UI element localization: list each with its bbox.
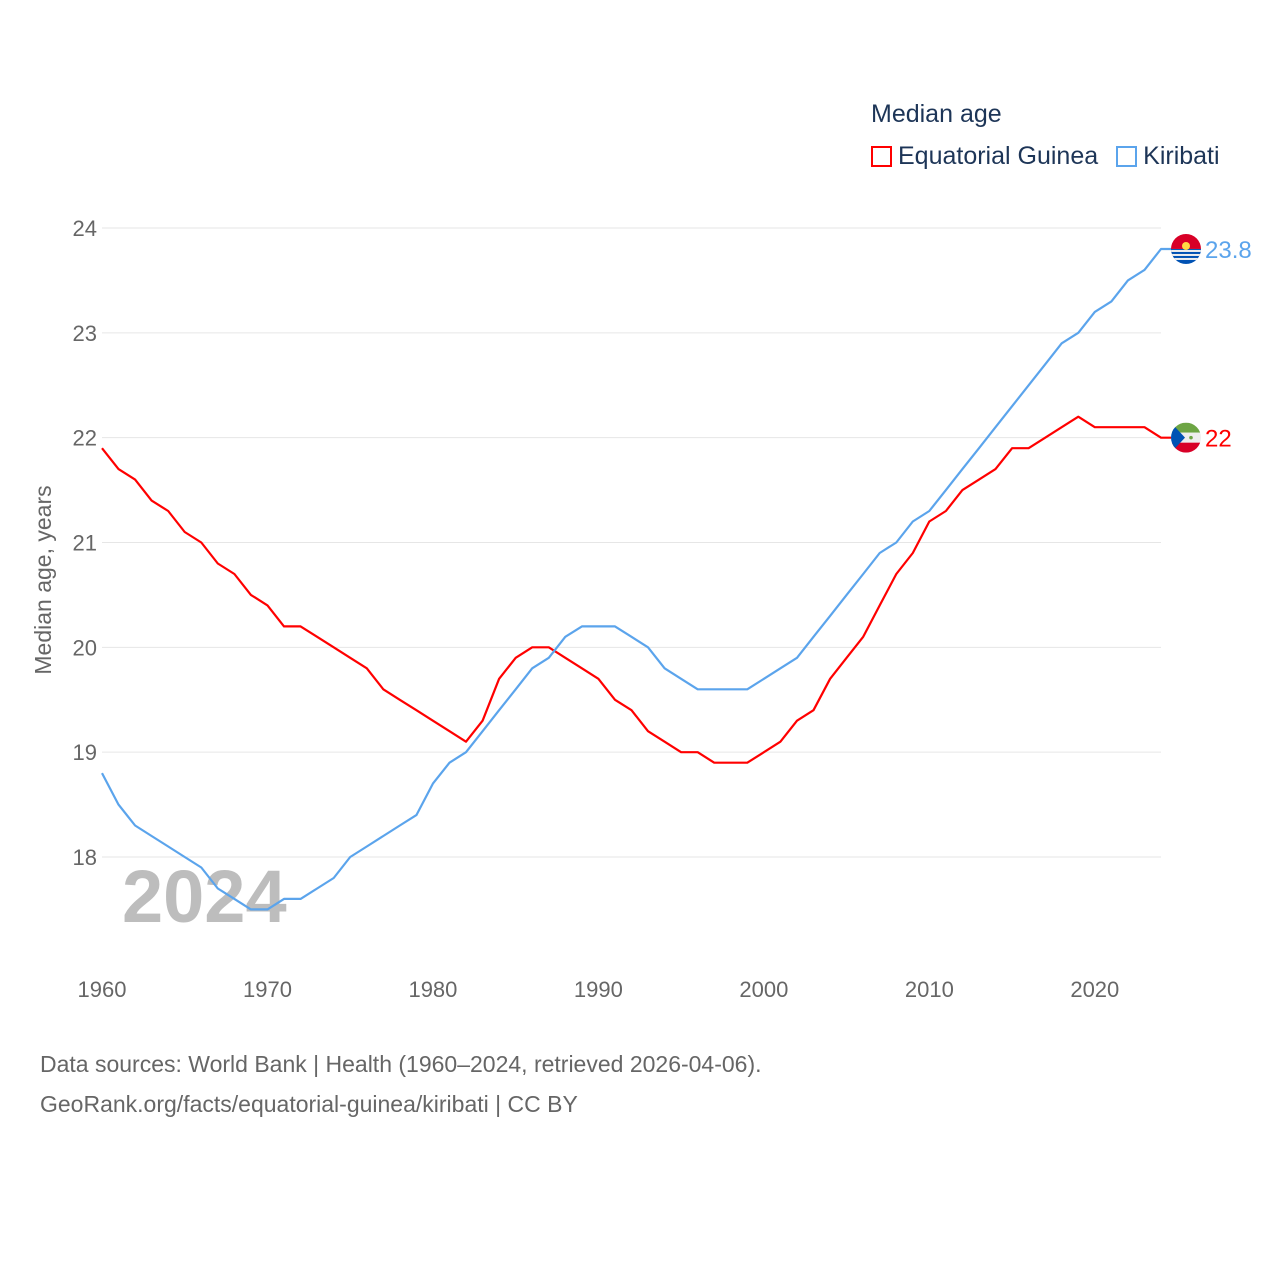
y-tick-label: 20 xyxy=(73,635,97,660)
flag-stripe xyxy=(1171,432,1201,443)
footer-link[interactable]: GeoRank.org/facts/equatorial-guinea/kiri… xyxy=(40,1091,578,1117)
flag-wave xyxy=(1171,257,1201,260)
x-tick-label: 2020 xyxy=(1070,977,1119,1002)
y-tick-label: 23 xyxy=(73,321,97,346)
kiribati-flag-icon xyxy=(1171,233,1201,264)
y-tick-label: 18 xyxy=(73,845,97,870)
flag-emblem xyxy=(1189,435,1193,440)
flag-stripe xyxy=(1171,442,1201,453)
x-tick-label: 1990 xyxy=(574,977,623,1002)
legend-item-equatorial-guinea[interactable]: Equatorial Guinea xyxy=(871,142,1098,171)
x-tick-label: 1980 xyxy=(408,977,457,1002)
legend-label: Kiribati xyxy=(1143,142,1220,170)
x-tick-label: 1970 xyxy=(243,977,292,1002)
legend-swatch xyxy=(1116,146,1138,167)
flag-triangle xyxy=(1171,422,1185,453)
flag-wave xyxy=(1171,249,1201,252)
end-value-label: 23.8 xyxy=(1205,237,1252,264)
series-line-kiribati xyxy=(101,247,1172,911)
y-tick-label: 22 xyxy=(73,426,97,451)
legend-title: Median age xyxy=(871,100,1002,128)
flag-body xyxy=(1171,233,1201,264)
footer-data-sources: Data sources: World Bank | Health (1960–… xyxy=(40,1051,762,1077)
flag-sun xyxy=(1182,241,1190,250)
x-tick-label: 2000 xyxy=(739,977,788,1002)
end-value-label: 22 xyxy=(1205,426,1232,453)
flag-blue xyxy=(1171,248,1201,264)
legend-swatch xyxy=(871,146,892,167)
footer-sources: Data sources: World Bank | Health (1960–… xyxy=(40,1044,762,1124)
y-tick-label: 21 xyxy=(73,531,97,556)
flag-wave xyxy=(1171,253,1201,256)
legend-label: Equatorial Guinea xyxy=(898,142,1099,170)
flag-body xyxy=(1171,422,1201,453)
y-tick-label: 24 xyxy=(73,216,97,241)
series-line-equatorial-guinea xyxy=(101,415,1172,764)
legend: Equatorial Guinea Kiribati xyxy=(871,142,1220,171)
y-axis-label: Median age, years xyxy=(30,485,56,674)
x-tick-label: 2010 xyxy=(905,977,954,1002)
equatorial-guinea-flag-icon xyxy=(1171,422,1201,453)
flag-red xyxy=(1171,233,1201,249)
legend-item-kiribati[interactable]: Kiribati xyxy=(1116,142,1220,171)
flag-stripe xyxy=(1171,422,1201,433)
x-tick-label: 1960 xyxy=(78,977,127,1002)
y-tick-label: 19 xyxy=(73,740,97,765)
year-watermark: 2024 xyxy=(122,855,287,938)
